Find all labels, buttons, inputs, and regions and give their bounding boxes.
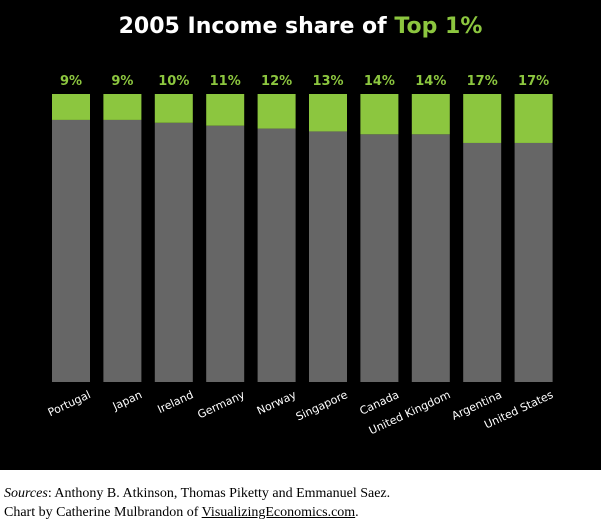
value-label-germany: 11% [210,74,241,89]
sources-line: Sources: Anthony B. Atkinson, Thomas Pik… [4,484,599,503]
bar-rest-argentina [463,142,502,382]
bar-top1-portugal [52,94,90,120]
bar-rest-united-states [514,142,553,382]
bar-rest-singapore [309,131,347,382]
bar-top1-norway [257,94,296,129]
value-label-argentina: 17% [467,74,498,89]
credit-prefix: Chart by Catherine Mulbrandon of [4,505,202,520]
bar-rest-united-kingdom [411,134,450,382]
value-label-portugal: 9% [60,74,82,89]
sources-footer: Sources: Anthony B. Atkinson, Thomas Pik… [4,484,599,522]
category-label-portugal: Portugal [46,388,93,419]
category-label-japan: Japan [110,388,144,413]
bar-top1-united-kingdom [411,94,450,135]
bar-rest-norway [257,128,296,382]
credit-suffix: . [355,505,359,520]
value-label-united-states: 17% [518,74,549,89]
value-label-singapore: 13% [312,74,343,89]
value-label-norway: 12% [261,74,292,89]
sources-label: Sources [4,486,48,501]
bar-top1-argentina [463,94,502,143]
bar-top1-germany [206,94,245,126]
bar-top1-canada [360,94,399,135]
bar-rest-canada [360,134,399,382]
value-label-canada: 14% [364,74,395,89]
chart-title: 2005 Income share of Top 1% [0,14,601,39]
chart-title-main: 2005 Income share of [118,14,395,39]
bar-rest-portugal [52,119,90,383]
value-label-united-kingdom: 14% [415,74,446,89]
bar-top1-singapore [309,94,347,132]
category-label-ireland: Ireland [155,388,195,416]
value-label-japan: 9% [111,74,133,89]
category-label-norway: Norway [255,388,299,418]
sources-text: : Anthony B. Atkinson, Thomas Piketty an… [47,486,391,501]
bar-rest-japan [103,119,142,383]
bar-rest-ireland [154,122,193,383]
value-label-ireland: 10% [158,74,189,89]
bar-top1-ireland [154,94,193,123]
category-label-germany: Germany [196,388,248,421]
bar-rest-germany [206,125,245,383]
credit-link[interactable]: VisualizingEconomics.com [201,505,356,520]
credit-line: Chart by Catherine Mulbrandon of Visuali… [4,503,599,522]
chart-panel: 2005 Income share of Top 1% 9% Portugal 9%… [0,0,601,470]
bar-top1-united-states [514,94,553,143]
bar-top1-japan [103,94,142,120]
category-label-singapore: Singapore [294,388,350,423]
chart-title-accent: Top 1% [394,14,483,39]
chart-plot: 9% Portugal 9% Japan 10% Ireland 11% Germany 12%… [46,74,556,437]
